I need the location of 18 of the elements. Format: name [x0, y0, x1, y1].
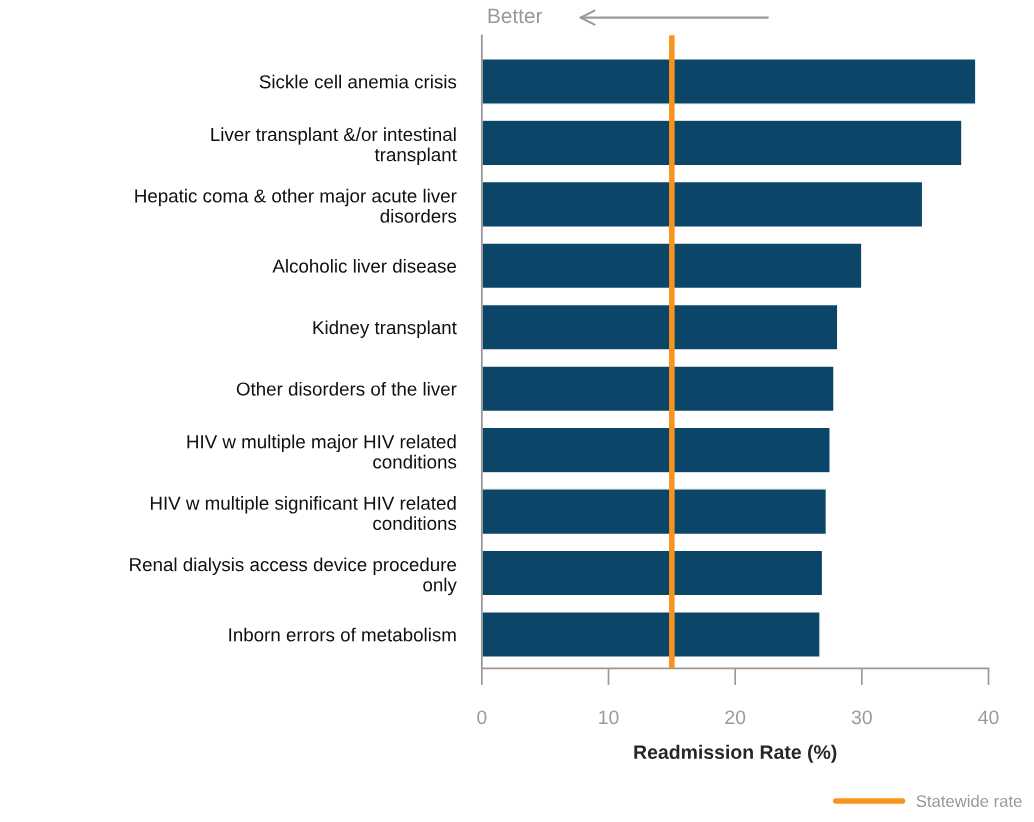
x-axis-title: Readmission Rate (%): [634, 744, 837, 763]
y-tick-label: HIV w multiple significant HIV related conditions: [150, 496, 457, 531]
x-tick-label: 20: [725, 710, 746, 725]
y-tick-label: Kidney transplant: [313, 320, 457, 338]
x-tick-label: 10: [599, 710, 619, 725]
text: Better: [488, 8, 543, 24]
y-tick-label: Sickle cell anemia crisis: [259, 74, 457, 89]
x-tick-label: 30: [851, 710, 872, 725]
y-tick-label: Liver transplant &/or intestinal transplant: [211, 127, 457, 166]
y-tick-label: Renal dialysis access device procedure only: [130, 557, 457, 596]
legend-label: Statewide rate: [916, 794, 1022, 808]
y-tick-label: HIV w multiple major HIV related conditions: [187, 434, 457, 469]
y-tick-label: Alcoholic liver disease: [272, 258, 457, 273]
x-tick-label: 0: [477, 710, 487, 725]
x-tick-label: 40: [978, 710, 999, 725]
y-tick-label: Hepatic coma & other major acute liver disorders: [135, 188, 457, 223]
y-tick-label: Other disorders of the liver: [236, 381, 457, 396]
y-tick-label: Inborn errors of metabolism: [229, 627, 456, 642]
